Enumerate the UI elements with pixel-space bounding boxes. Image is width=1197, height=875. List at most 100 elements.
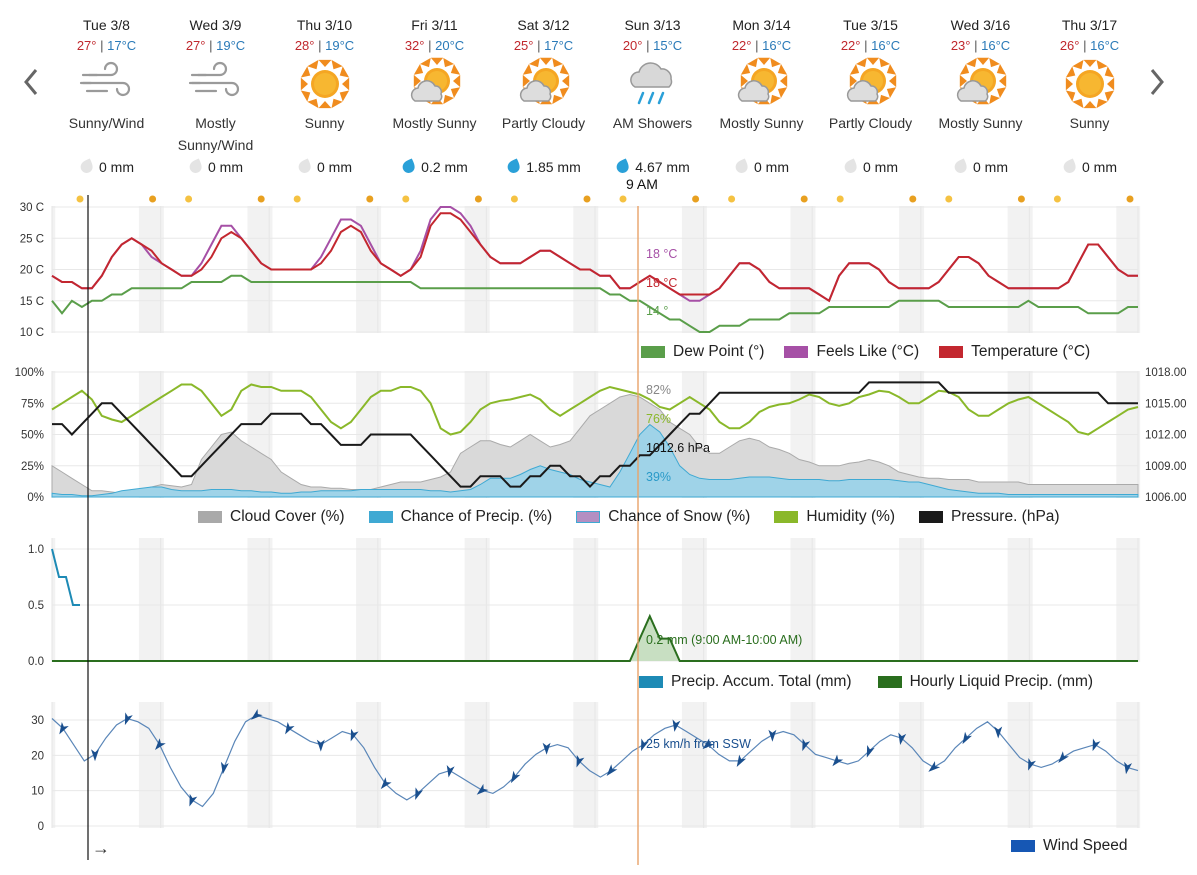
pressure-axis-tick: 1006.00 <box>1145 492 1187 504</box>
wind-direction-arrow <box>510 770 521 784</box>
precip-axis-tick: 0.5 <box>28 600 44 612</box>
day-column[interactable]: Fri 3/11 32° | 20°C Mostly Sunny 0.2 mm <box>380 14 489 204</box>
wind-direction-arrow <box>768 729 777 742</box>
day-temps: 27° | 19°C <box>185 38 246 53</box>
day-low: 19°C <box>216 38 246 53</box>
prev-button[interactable] <box>16 62 46 102</box>
wind-direction-arrow <box>606 764 618 776</box>
night-band <box>703 702 707 828</box>
day-condition: Partly Cloudy <box>828 115 913 131</box>
temp-axis-tick: 10 C <box>20 327 44 339</box>
day-column[interactable]: Thu 3/17 26° | 16°C Sunny 0 mm <box>1035 14 1144 204</box>
hover-feels-like: 18 °C <box>646 247 677 261</box>
day-column[interactable]: Wed 3/16 23° | 16°C Mostly Sunny 0 mm <box>926 14 1035 204</box>
day-precip-amount: 0 mm <box>973 159 1008 175</box>
day-column[interactable]: Mon 3/14 22° | 16°C Mostly Sunny 0 mm <box>707 14 816 204</box>
wind-direction-arrow <box>476 783 489 795</box>
wind-arrow-head <box>641 738 649 752</box>
wind-icon <box>161 56 270 112</box>
day-high: 27° <box>76 38 97 53</box>
wind-arrow-head <box>189 793 198 807</box>
day-condition: Partly Cloudy <box>501 115 586 131</box>
day-precip-amount: 0 mm <box>317 159 352 175</box>
wind-arrow-head <box>415 787 424 800</box>
legend-swatch <box>939 346 964 358</box>
sunrise-marker <box>293 195 301 203</box>
legend-swatch <box>877 676 902 688</box>
wind-arrow-head <box>155 738 166 750</box>
night-band <box>812 702 816 828</box>
day-column[interactable]: Sat 3/12 25° | 17°C Partly Cloudy 1.85 m… <box>489 14 598 204</box>
wind-direction-arrow <box>380 777 392 790</box>
night-band <box>595 702 599 828</box>
wind-arrow-head <box>802 738 811 752</box>
wind-direction-arrow <box>736 754 747 767</box>
day-date: Mon 3/14 <box>732 17 791 33</box>
wind-arrow-label: → <box>92 838 110 858</box>
wind-direction-arrow <box>898 732 907 745</box>
day-high: 26° <box>1059 38 1080 53</box>
day-column[interactable]: Sun 3/13 20° | 15°C AM Showers 4.67 mm <box>598 14 707 204</box>
day-high: 28° <box>294 38 315 53</box>
legend-feels-like: Feels Like (°C) <box>816 343 920 360</box>
wind-arrow-head <box>380 777 392 790</box>
legend-temperature: Temperature (°C) <box>971 343 1091 360</box>
wind-direction-arrow <box>285 721 295 735</box>
day-low: 19°C <box>325 38 355 53</box>
day-column[interactable]: Thu 3/10 28° | 19°C Sunny 0 mm <box>270 14 379 204</box>
wind-arrow-head <box>606 764 618 776</box>
sunset-marker <box>692 195 700 203</box>
percent-axis-tick: 100% <box>15 367 44 379</box>
night-band <box>1029 538 1033 662</box>
legend-swatch <box>576 511 601 523</box>
day-condition: AM Showers <box>612 115 693 131</box>
day-temps: 27° | 17°C <box>76 38 137 53</box>
wind-speed-line <box>51 714 1139 808</box>
wind-direction-arrow <box>415 787 424 800</box>
night-band <box>377 538 382 662</box>
wind-direction-arrow <box>641 738 649 752</box>
sunrise-marker <box>510 195 518 203</box>
percent-axis-tick: 0% <box>27 492 44 504</box>
sunrise-marker <box>619 195 627 203</box>
hover-temperature: 18 °C <box>646 276 677 290</box>
night-band <box>920 538 925 662</box>
day-low: 16°C <box>871 38 901 53</box>
wind-arrow-head <box>59 721 69 735</box>
night-band <box>269 702 273 828</box>
wind-axis-tick: 0 <box>38 821 44 833</box>
legend-swatch <box>198 511 222 523</box>
day-precip: 0 mm <box>1035 156 1144 178</box>
sun-cloud-icon <box>489 56 598 112</box>
day-condition: Mostly Sunny <box>719 115 804 131</box>
night-band <box>899 702 923 828</box>
day-column[interactable]: Tue 3/8 27° | 17°C Sunny/Wind 0 mm <box>52 14 161 204</box>
wind-direction-arrow <box>1124 761 1133 775</box>
day-precip-amount: 0 mm <box>754 159 789 175</box>
day-column[interactable]: Tue 3/15 22° | 16°C Partly Cloudy 0 mm <box>816 14 925 204</box>
wind-arrow-head <box>510 770 521 784</box>
day-condition: Sunny/Wind <box>68 115 145 131</box>
series-temperature-line <box>51 212 1138 303</box>
wind-direction-arrow <box>928 761 941 772</box>
wind-direction-arrow <box>702 738 715 750</box>
day-date: Wed 3/9 <box>189 17 242 33</box>
day-condition: Sunny <box>304 115 345 131</box>
day-high: 32° <box>404 38 425 53</box>
wind-direction-arrow <box>1028 758 1036 771</box>
day-temps: 22° | 16°C <box>840 38 901 53</box>
wind-direction-arrow <box>189 793 198 807</box>
pressure-axis-tick: 1009.00 <box>1145 461 1187 473</box>
percent-axis-tick: 75% <box>21 398 44 410</box>
day-column[interactable]: Wed 3/9 27° | 19°C Mostly Sunny/Wind 0 m… <box>161 14 270 204</box>
day-temps: 32° | 20°C <box>404 38 465 53</box>
wind-direction-arrow <box>316 739 325 752</box>
day-precip: 0 mm <box>161 156 270 178</box>
wind-arrow-head <box>576 754 585 768</box>
night-band <box>681 538 706 662</box>
day-date: Tue 3/15 <box>843 17 898 33</box>
day-temps: 25° | 17°C <box>513 38 574 53</box>
next-button[interactable] <box>1142 62 1172 102</box>
day-precip: 0.2 mm <box>380 156 489 178</box>
raindrop-icon <box>401 157 415 177</box>
